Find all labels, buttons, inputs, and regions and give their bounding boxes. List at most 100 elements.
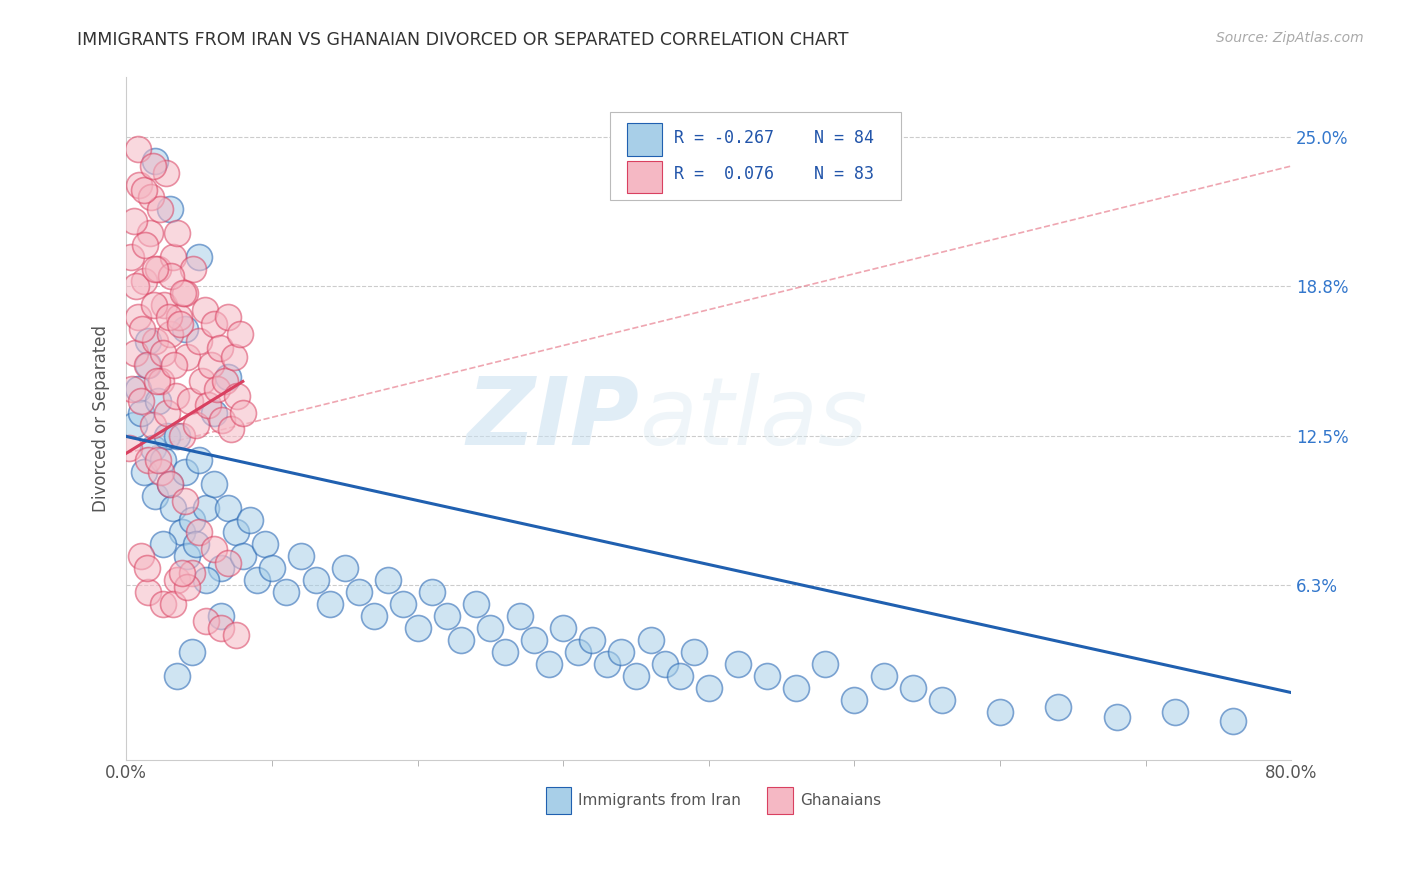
Point [152, 537, 174, 551]
Point [186, 537, 208, 551]
Point [159, 202, 181, 216]
Bar [546, 787, 571, 814]
Point [165, 389, 187, 403]
Point [624, 669, 647, 683]
Point [191, 375, 214, 389]
Point [170, 429, 193, 443]
Bar [627, 123, 662, 156]
Point [304, 573, 326, 587]
Point [169, 317, 191, 331]
Point [176, 580, 198, 594]
Bar [627, 161, 662, 194]
Point [253, 537, 276, 551]
Point [219, 422, 242, 436]
Point [131, 322, 153, 336]
Point [239, 513, 262, 527]
Point [186, 417, 208, 432]
Point [683, 645, 706, 659]
Point [197, 398, 219, 412]
Point [160, 269, 183, 284]
Point [141, 442, 163, 456]
Point [170, 525, 193, 540]
Point [188, 334, 211, 348]
Point [159, 477, 181, 491]
Point [148, 453, 170, 467]
Point [176, 351, 198, 365]
Point [152, 345, 174, 359]
Point [901, 681, 924, 695]
Point [756, 669, 779, 683]
Point [135, 561, 157, 575]
Point [167, 310, 190, 324]
Point [523, 632, 546, 647]
Point [145, 334, 167, 348]
Point [654, 657, 676, 671]
Point [150, 466, 173, 480]
Point [188, 453, 211, 467]
Point [217, 369, 239, 384]
Point [136, 334, 159, 348]
Point [785, 681, 807, 695]
Point [205, 382, 228, 396]
Point [610, 645, 633, 659]
Point [188, 250, 211, 264]
Point [195, 501, 218, 516]
FancyBboxPatch shape [610, 112, 901, 200]
Point [420, 585, 443, 599]
Point [181, 261, 204, 276]
Point [132, 183, 155, 197]
Point [153, 298, 176, 312]
Point [479, 621, 502, 635]
Point [173, 285, 195, 300]
Point [640, 632, 662, 647]
Point [392, 597, 415, 611]
Point [173, 322, 195, 336]
Point [567, 645, 589, 659]
Y-axis label: Divorced or Separated: Divorced or Separated [93, 325, 110, 512]
Point [166, 573, 188, 587]
Point [208, 341, 231, 355]
Point [156, 405, 179, 419]
Point [152, 453, 174, 467]
Point [494, 645, 516, 659]
Point [163, 358, 186, 372]
Point [581, 632, 603, 647]
Point [139, 190, 162, 204]
Point [363, 609, 385, 624]
Point [143, 298, 166, 312]
Point [129, 393, 152, 408]
Point [180, 566, 202, 580]
Point [214, 375, 236, 389]
Point [188, 525, 211, 540]
Point [508, 609, 530, 624]
Point [145, 154, 167, 169]
Point [406, 621, 429, 635]
Point [1047, 700, 1070, 714]
Point [166, 669, 188, 683]
Text: IMMIGRANTS FROM IRAN VS GHANAIAN DIVORCED OR SEPARATED CORRELATION CHART: IMMIGRANTS FROM IRAN VS GHANAIAN DIVORCE… [77, 31, 849, 49]
Text: R =  0.076    N = 83: R = 0.076 N = 83 [673, 165, 875, 183]
Point [135, 358, 157, 372]
Point [166, 226, 188, 240]
Point [209, 561, 232, 575]
Point [596, 657, 619, 671]
Point [179, 393, 201, 408]
Point [122, 417, 145, 432]
Point [195, 573, 218, 587]
Point [156, 429, 179, 443]
Point [148, 393, 170, 408]
Point [553, 621, 575, 635]
Point [120, 250, 142, 264]
Point [127, 382, 149, 396]
Point [209, 621, 232, 635]
Point [202, 405, 225, 419]
Point [217, 310, 239, 324]
Point [134, 238, 156, 252]
Point [180, 513, 202, 527]
Text: R = -0.267    N = 84: R = -0.267 N = 84 [673, 128, 875, 146]
Point [1222, 714, 1244, 729]
Point [162, 501, 184, 516]
Text: Source: ZipAtlas.com: Source: ZipAtlas.com [1216, 31, 1364, 45]
Point [349, 585, 371, 599]
Point [225, 525, 247, 540]
